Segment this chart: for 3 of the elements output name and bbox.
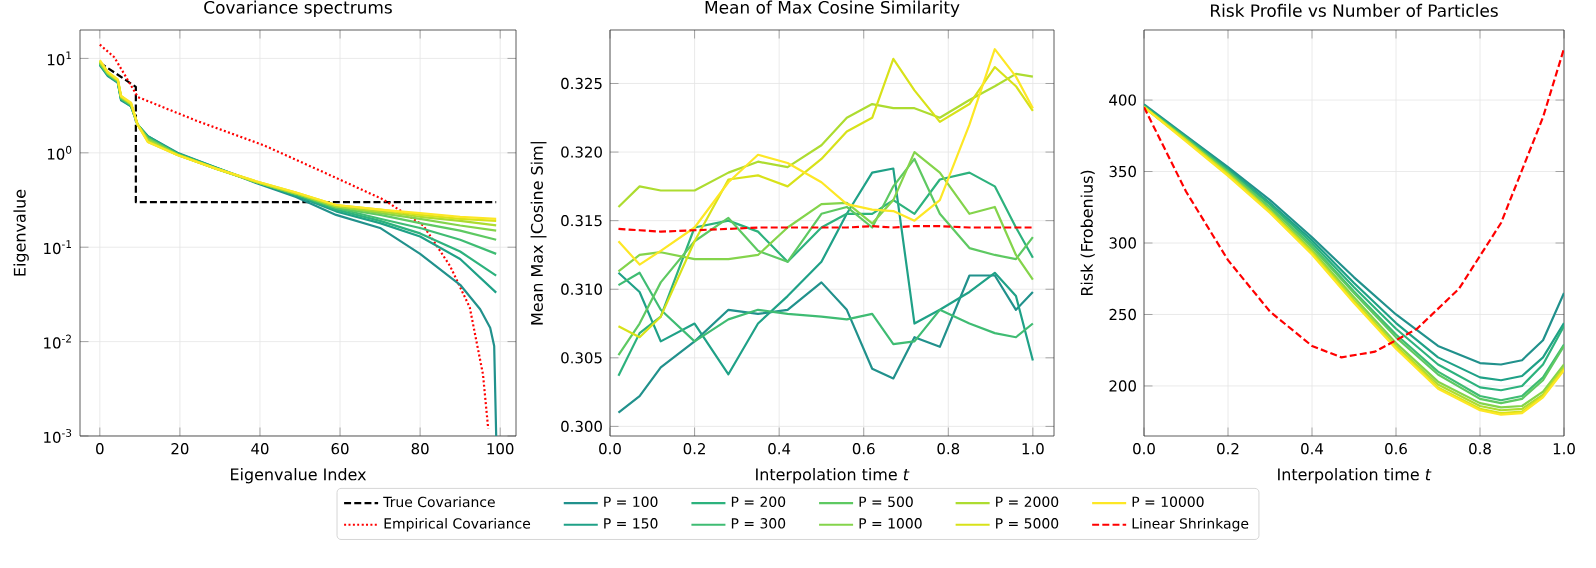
chart-title: Risk Profile vs Number of Particles [1211, 3, 1498, 17]
chart-title: Mean of Max Cosine Similarity [705, 0, 960, 17]
chart-title: Covariance spectrums [204, 0, 392, 17]
